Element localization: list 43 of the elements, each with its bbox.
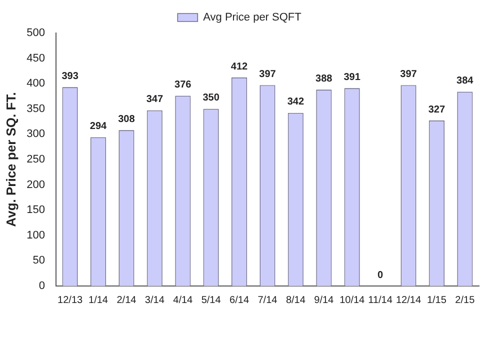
x-tick-label: 12/13	[58, 294, 83, 306]
x-tick-label: 2/15	[455, 294, 476, 306]
x-tick-label: 11/14	[368, 294, 393, 306]
data-label: 347	[146, 94, 164, 106]
data-label: 391	[344, 72, 361, 83]
data-label: 327	[428, 104, 446, 116]
x-tick-label: 8/14	[286, 294, 306, 306]
data-label: 350	[202, 92, 220, 104]
y-tick-label: 200	[26, 178, 45, 191]
data-label: 376	[174, 79, 192, 90]
x-tick-label: 3/14	[144, 294, 165, 306]
x-tick-label: 10/14	[340, 294, 366, 306]
x-tick-label: 1/14	[88, 294, 108, 306]
y-tick-label: 0	[38, 280, 45, 292]
data-label: 384	[456, 75, 474, 86]
y-tick-label: 150	[26, 204, 45, 216]
data-label: 397	[400, 68, 418, 80]
data-label: 294	[90, 120, 108, 132]
y-axis-title: Avg. Price per SQ. FT.	[3, 92, 18, 227]
x-tick-label: 6/14	[230, 294, 250, 306]
data-label: 308	[118, 114, 136, 125]
y-tick-label: 100	[26, 229, 45, 242]
y-tick-label: 300	[26, 128, 45, 140]
x-tick-label: 12/14	[396, 294, 422, 306]
y-tick-label: 500	[26, 27, 45, 40]
legend-label: Avg Price per SQFT	[203, 12, 302, 24]
data-label: 393	[62, 70, 79, 82]
x-tick-label: 5/14	[201, 294, 222, 306]
data-label: 388	[316, 73, 333, 84]
x-tick-label: 7/14	[258, 294, 278, 306]
data-label: 0	[378, 270, 384, 281]
y-tick-label: 50	[32, 254, 45, 267]
x-tick-label: 1/15	[426, 294, 447, 306]
data-label: 412	[230, 61, 248, 72]
data-label: 342	[287, 96, 304, 108]
x-tick-label: 2/14	[116, 294, 137, 306]
x-tick-label: 4/14	[173, 294, 194, 306]
x-tick-label: 9/14	[314, 294, 334, 306]
y-tick-label: 250	[26, 154, 45, 166]
y-tick-label: 400	[26, 78, 45, 90]
y-tick-label: 450	[26, 52, 45, 64]
data-label: 397	[259, 68, 276, 80]
y-tick-label: 350	[26, 102, 45, 115]
